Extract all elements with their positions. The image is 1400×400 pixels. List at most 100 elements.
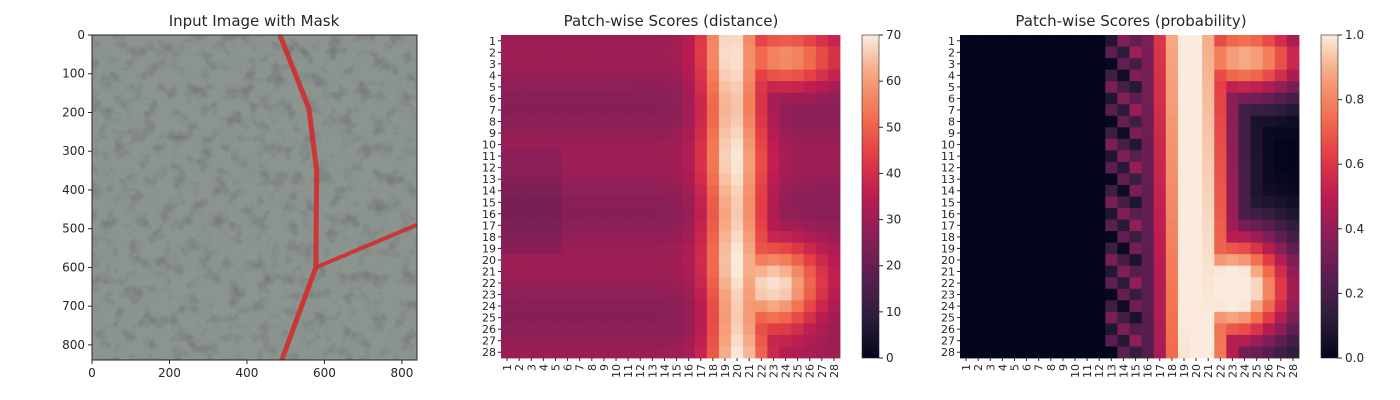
- probability-cell: [960, 334, 973, 347]
- probability-cell: [1177, 208, 1191, 220]
- probability-cell: [1008, 127, 1021, 140]
- distance-cell: [755, 81, 768, 94]
- distance-col-label: 11: [622, 364, 635, 378]
- distance-cell: [658, 184, 671, 197]
- probability-cell: [1202, 254, 1215, 267]
- probability-cell: [1044, 277, 1058, 290]
- probability-col-label: 10: [1069, 364, 1082, 378]
- distance-cell: [573, 184, 587, 197]
- distance-cell: [561, 184, 575, 197]
- probability-cell: [1068, 265, 1082, 278]
- distance-cell: [597, 254, 611, 267]
- distance-cell: [731, 69, 744, 82]
- distance-cell: [501, 35, 514, 47]
- probability-heatmap-axes: 1234567891011121314151617181920212223242…: [941, 35, 1300, 378]
- probability-cell: [1153, 173, 1167, 186]
- distance-cell: [706, 104, 720, 117]
- distance-cell: [694, 265, 708, 278]
- distance-cell: [803, 81, 817, 94]
- distance-cell: [779, 92, 792, 105]
- probability-cell: [1153, 161, 1167, 174]
- probability-cell: [1056, 150, 1070, 163]
- distance-cell: [513, 288, 526, 301]
- distance-cell: [779, 323, 792, 336]
- distance-cell: [525, 334, 538, 347]
- distance-cell: [767, 150, 780, 163]
- distance-cell: [815, 277, 829, 290]
- probability-cell: [1105, 323, 1118, 336]
- distance-cell: [718, 150, 732, 163]
- distance-cell: [803, 173, 817, 186]
- distance-cell: [597, 127, 611, 140]
- distance-cell: [597, 81, 611, 94]
- distance-cell: [791, 242, 805, 255]
- distance-cell: [743, 69, 756, 82]
- probability-cell: [1105, 334, 1118, 347]
- probability-cell: [1141, 69, 1155, 82]
- distance-cell: [609, 161, 623, 174]
- probability-cell: [1068, 58, 1082, 71]
- image-frame: [91, 34, 418, 361]
- distance-cell: [815, 115, 829, 128]
- distance-cell: [501, 173, 514, 186]
- distance-cell: [501, 104, 514, 117]
- probability-row-label: 23: [941, 289, 955, 302]
- distance-cell: [767, 173, 780, 186]
- probability-cell: [1008, 231, 1021, 244]
- distance-cell: [634, 138, 647, 151]
- distance-cell: [803, 161, 817, 174]
- distance-cell: [646, 346, 659, 359]
- distance-cell: [718, 127, 732, 140]
- distance-cell: [525, 115, 538, 128]
- probability-cell: [1202, 208, 1215, 220]
- probability-cell: [1226, 138, 1239, 151]
- probability-cell: [1262, 254, 1276, 267]
- distance-cell: [525, 196, 538, 209]
- probability-cell: [972, 323, 985, 336]
- distance-cell: [501, 115, 514, 128]
- distance-cell: [622, 300, 635, 313]
- probability-cell: [1141, 92, 1155, 105]
- distance-cell: [718, 196, 732, 209]
- distance-cell: [525, 58, 538, 71]
- probability-cell: [1020, 300, 1034, 313]
- probability-cell: [1068, 104, 1082, 117]
- probability-cell: [1020, 150, 1034, 163]
- probability-cell: [1081, 196, 1094, 209]
- probability-cell: [1286, 138, 1300, 151]
- probability-cell: [1044, 138, 1058, 151]
- probability-cell: [1093, 323, 1106, 336]
- distance-cell: [585, 323, 599, 336]
- probability-cell: [972, 219, 985, 232]
- probability-cell: [996, 242, 1009, 255]
- distance-cell: [537, 184, 550, 197]
- distance-cell: [827, 173, 841, 186]
- probability-cell: [960, 150, 973, 163]
- distance-col-label: 1: [501, 364, 514, 371]
- probability-col-label: 13: [1105, 364, 1118, 378]
- probability-row-label: 1: [948, 35, 955, 48]
- probability-cell: [1141, 184, 1155, 197]
- distance-cell: [585, 346, 599, 359]
- distance-cell: [646, 184, 659, 197]
- distance-cell: [597, 219, 611, 232]
- distance-cell: [791, 196, 805, 209]
- probability-cell: [1214, 196, 1227, 209]
- probability-cell: [1214, 184, 1227, 197]
- distance-cell: [597, 46, 611, 59]
- y-tick-label: 100: [62, 67, 85, 81]
- probability-cell: [1262, 104, 1276, 117]
- distance-cell: [694, 92, 708, 105]
- distance-cell: [513, 323, 526, 336]
- distance-cell: [513, 346, 526, 359]
- distance-cell: [682, 277, 696, 290]
- distance-cell: [609, 288, 623, 301]
- probability-cell: [1226, 208, 1239, 220]
- probability-cell: [1153, 196, 1167, 209]
- distance-cell: [718, 58, 732, 71]
- probability-cell: [1274, 346, 1288, 359]
- distance-cell: [827, 58, 841, 71]
- distance-cell: [767, 254, 780, 267]
- distance-cell: [779, 300, 792, 313]
- probability-cell: [1177, 277, 1191, 290]
